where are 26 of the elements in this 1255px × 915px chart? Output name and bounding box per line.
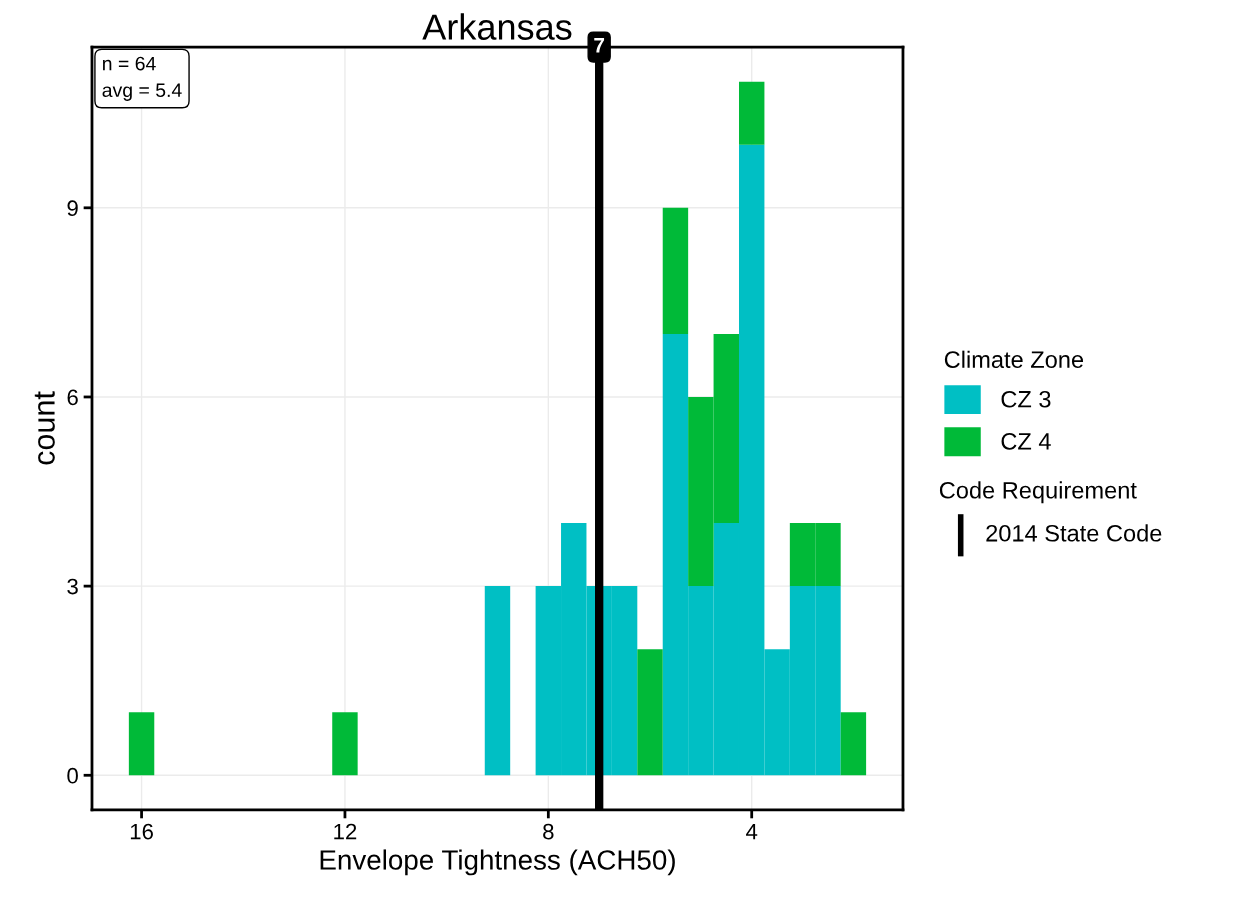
y-tick-label: 9 [67,200,78,217]
text: 2014 State Code [986,524,1162,542]
y-tick-label: 6 [67,389,78,406]
legend-label: CZ 4 [1001,433,1051,450]
bar [128,712,155,776]
y-tick-label: 0 [67,767,78,784]
chart-title: Arkansas [422,13,572,40]
x-tick-label: 8 [543,823,554,840]
bar [637,649,663,776]
legend-title: Climate Zone [944,350,1084,368]
ref-line-label: 7 [594,38,605,53]
bar [739,81,765,145]
x-tick-label: 4 [746,823,758,840]
y-axis-title: count [34,391,55,465]
x-tick-label: 16 [130,823,153,840]
bar [332,712,358,776]
text: Code Requirement [939,481,1137,504]
legend-label: CZ 3 [1001,390,1051,408]
bar [840,712,867,776]
x-tick-label: 12 [334,823,357,840]
bar [662,207,689,334]
annotation: n = 64 [103,56,156,71]
x-axis-title: Envelope Tightness (ACH50) [320,849,675,876]
bar [484,586,511,776]
y-tick-label: 3 [67,578,78,595]
annotation: avg = 5.4 [102,83,182,101]
